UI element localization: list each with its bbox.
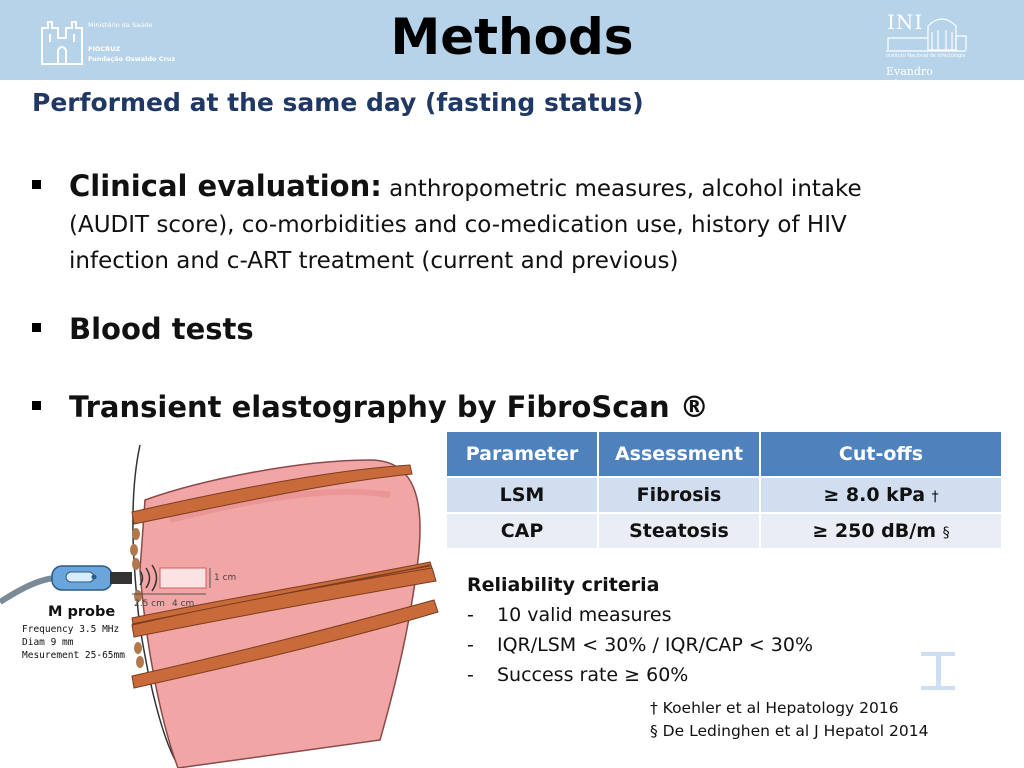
rib-2b bbox=[131, 567, 437, 638]
cutoff-footnote-mark: † bbox=[931, 489, 939, 505]
fiocruz-label: FIOCRUZ Fundação Oswaldo Cruz bbox=[88, 44, 175, 64]
scale-1cm-label: 1 cm bbox=[214, 573, 236, 583]
list-item-text: Success rate ≥ 60% bbox=[497, 664, 689, 686]
reference-2: § De Ledinghen et al J Hepatol 2014 bbox=[650, 722, 929, 740]
list-item: - Success rate ≥ 60% bbox=[467, 664, 689, 686]
fibroscan-probe-diagram: 1 cm 2.5 cm 4 cm M probe Frequency 3.5 M… bbox=[0, 444, 439, 768]
fiocruz-line2: Fundação Oswaldo Cruz bbox=[88, 55, 176, 63]
ministry-fiocruz-logo: Ministério da Saúde FIOCRUZ Fundação Osw… bbox=[38, 14, 188, 66]
fiocruz-line1: FIOCRUZ bbox=[88, 45, 121, 53]
cutoff-value: ≥ 8.0 kPa bbox=[823, 484, 926, 506]
bullet-marker bbox=[32, 180, 41, 189]
list-item-text: IQR/LSM < 30% / IQR/CAP < 30% bbox=[497, 634, 814, 656]
rib-3 bbox=[131, 599, 439, 689]
fiocruz-castle-icon bbox=[41, 21, 83, 65]
reference-1: † Koehler et al Hepatology 2016 bbox=[650, 699, 899, 717]
ini-watermark bbox=[918, 644, 958, 706]
table-row: LSM Fibrosis ≥ 8.0 kPa † bbox=[447, 476, 1001, 513]
bullet-marker bbox=[32, 401, 41, 410]
liver-shape bbox=[139, 459, 421, 768]
rib-1 bbox=[131, 464, 413, 525]
probe-spec-frequency: Frequency 3.5 MHz bbox=[22, 624, 119, 635]
subtitle: Performed at the same day (fasting statu… bbox=[32, 88, 644, 117]
cutoff-value: ≥ 250 dB/m bbox=[812, 520, 936, 542]
probe-cable bbox=[0, 575, 55, 605]
bullet-lead: Transient elastography by FibroScan ® bbox=[69, 390, 709, 424]
list-item-text: 10 valid measures bbox=[497, 604, 672, 626]
bullet-lead: Clinical evaluation: bbox=[69, 169, 382, 203]
cell-cutoff: ≥ 250 dB/m § bbox=[760, 512, 1001, 548]
column-header-parameter: Parameter bbox=[447, 432, 599, 477]
column-header-assessment: Assessment bbox=[598, 432, 761, 477]
ultrasound-waves bbox=[139, 564, 158, 592]
reliability-title: Reliability criteria bbox=[467, 574, 660, 596]
column-header-cutoffs: Cut-offs bbox=[760, 432, 1001, 477]
cell-parameter: CAP bbox=[447, 512, 599, 548]
bullet-content: Clinical evaluation: anthropometric meas… bbox=[69, 169, 949, 280]
measurement-region bbox=[159, 567, 207, 589]
table-header-row: Parameter Assessment Cut-offs bbox=[447, 432, 1001, 477]
cell-assessment: Fibrosis bbox=[598, 476, 761, 513]
reliability-criteria: Reliability criteria -10 valid measures … bbox=[467, 570, 813, 690]
table-row: CAP Steatosis ≥ 250 dB/m § bbox=[447, 512, 1001, 548]
ini-name-label: Evandro Chagas bbox=[886, 65, 933, 91]
list-item: - IQR/LSM < 30% / IQR/CAP < 30% bbox=[467, 634, 814, 656]
intercostal-tissue bbox=[130, 528, 144, 668]
probe-spec-diameter: Diam 9 mm bbox=[22, 637, 74, 648]
ini-logo: INI Instituto Nacional de Infectologia E… bbox=[884, 8, 968, 91]
parameters-table: Parameter Assessment Cut-offs LSM Fibros… bbox=[447, 432, 1001, 548]
scale-25cm-label: 2.5 cm bbox=[134, 599, 165, 609]
bullet-lead: Blood tests bbox=[69, 312, 254, 346]
list-item: -10 valid measures bbox=[467, 604, 672, 626]
scale-4cm-label: 4 cm bbox=[172, 599, 194, 609]
bullet-content: Blood tests bbox=[69, 312, 949, 351]
header-bar: Ministério da Saúde FIOCRUZ Fundação Osw… bbox=[0, 0, 1024, 91]
bullet-content: Transient elastography by FibroScan ® bbox=[69, 390, 949, 429]
ministry-label: Ministério da Saúde bbox=[88, 21, 153, 29]
ini-institute-label: Instituto Nacional de Infectologia bbox=[886, 54, 966, 59]
liver-shading bbox=[169, 488, 391, 523]
probe-name: M probe bbox=[48, 604, 115, 620]
cell-parameter: LSM bbox=[447, 476, 599, 513]
probe-button bbox=[91, 574, 97, 580]
probe-spec-measurement: Mesurement 25-65mm bbox=[22, 650, 125, 661]
cell-cutoff: ≥ 8.0 kPa † bbox=[760, 476, 1001, 513]
bullet-marker bbox=[32, 323, 41, 332]
bullet-text: anthropometric measures, alcohol intake … bbox=[69, 176, 862, 274]
slide-title: Methods bbox=[390, 8, 634, 66]
skin-line bbox=[132, 444, 181, 768]
references: † Koehler et al Hepatology 2016 § De Led… bbox=[650, 697, 928, 743]
cell-assessment: Steatosis bbox=[598, 512, 761, 548]
probe-window bbox=[65, 571, 95, 583]
ini-building-icon bbox=[886, 18, 967, 52]
watermark-glyph bbox=[921, 652, 955, 690]
ini-letters: INI bbox=[887, 10, 924, 34]
probe-tip bbox=[110, 572, 132, 584]
cutoff-footnote-mark: § bbox=[942, 525, 950, 541]
